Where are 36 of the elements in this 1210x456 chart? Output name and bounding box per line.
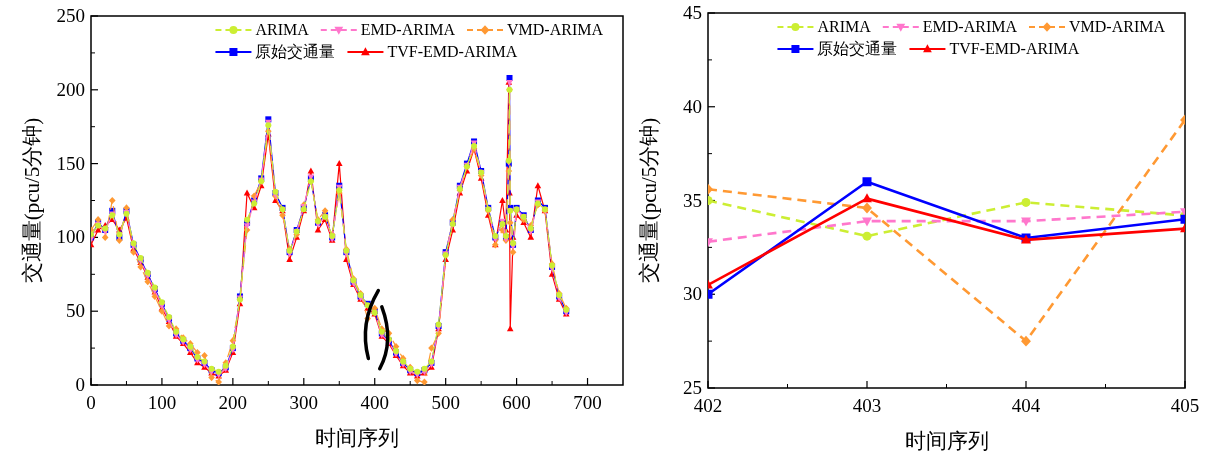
y-tick-label: 45 (683, 2, 702, 23)
x-tick-label: 400 (360, 392, 389, 413)
x-tick-label: 402 (693, 395, 723, 416)
x-axis-title: 时间序列 (904, 429, 989, 453)
legend-label: ARIMA (817, 18, 872, 35)
y-tick-label: 150 (56, 152, 85, 174)
x-axis-title: 时间序列 (315, 426, 399, 450)
legend-label: VMD-ARIMA (507, 21, 604, 38)
legend-label: 原始交通量 (255, 43, 336, 60)
y-tick-label: 100 (56, 226, 85, 248)
y-axis-title: 交通量(pcu/5分钟) (637, 117, 661, 284)
legend-label: VMD-ARIMA (1069, 18, 1166, 35)
legend-label: 原始交通量 (817, 40, 898, 57)
x-tick-label: 500 (431, 392, 460, 413)
x-tick-label: 405 (1170, 395, 1200, 416)
legend-label: TVF-EMD-ARIMA (387, 43, 518, 60)
y-tick-label: 0 (75, 374, 85, 395)
y-tick-label: 35 (683, 189, 702, 211)
legend-label: TVF-EMD-ARIMA (949, 40, 1080, 57)
y-axis-title: 交通量(pcu/5分钟) (20, 117, 44, 284)
x-tick-label: 300 (289, 392, 319, 413)
y-tick-label: 250 (56, 5, 85, 26)
y-tick-label: 50 (66, 300, 85, 322)
y-tick-label: 25 (683, 377, 702, 398)
y-tick-label: 200 (56, 78, 85, 100)
x-tick-label: 700 (573, 392, 602, 413)
x-tick-label: 404 (1011, 395, 1041, 416)
x-tick-label: 100 (147, 392, 177, 413)
legend-label: EMD-ARIMA (360, 21, 456, 38)
y-tick-label: 30 (683, 283, 702, 305)
legend-label: EMD-ARIMA (922, 18, 1018, 35)
x-tick-label: 403 (852, 395, 882, 416)
x-tick-label: 600 (502, 392, 531, 413)
x-tick-label: 200 (218, 392, 248, 413)
y-tick-label: 40 (683, 95, 702, 117)
legend-label: ARIMA (255, 21, 310, 38)
